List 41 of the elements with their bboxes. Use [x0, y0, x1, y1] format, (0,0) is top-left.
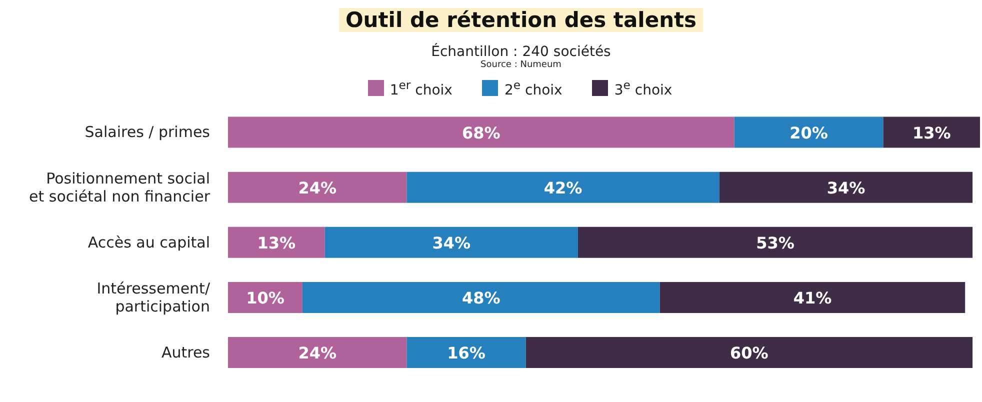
y-tick-label: Salaires / primes	[84, 123, 210, 142]
data-label: 13%	[912, 123, 951, 142]
data-label: 53%	[756, 233, 794, 252]
data-label: 16%	[447, 344, 486, 363]
bar	[228, 337, 407, 368]
source-note: Source : Numeum	[480, 60, 562, 70]
bar	[228, 172, 407, 203]
data-label: 20%	[790, 123, 828, 142]
bar	[228, 116, 734, 148]
bar	[406, 172, 720, 203]
chart-subtitle: Échantillon : 240 sociétés	[430, 44, 612, 60]
bar	[883, 116, 980, 148]
y-tick-label: Positionnement social et sociétal non financier	[29, 169, 211, 206]
data-label: 24%	[298, 178, 336, 198]
bar	[228, 282, 302, 313]
bar	[578, 226, 973, 258]
legend-label: 1$^{er}$ choix	[390, 78, 452, 99]
legend-label: 3$^{e}$ choix	[614, 78, 672, 99]
data-label: 10%	[246, 288, 284, 308]
data-label: 48%	[462, 288, 500, 308]
data-label: 41%	[793, 288, 832, 308]
data-label: 68%	[462, 123, 500, 142]
y-tick-label: Autres	[161, 343, 210, 362]
bar	[228, 226, 325, 258]
data-label: 42%	[544, 178, 582, 198]
data-label: 34%	[826, 178, 866, 198]
bar	[406, 337, 526, 368]
data-label: 60%	[730, 344, 768, 363]
data-label: 24%	[298, 344, 336, 363]
bar	[734, 116, 884, 148]
y-tick-label: Accès au capital	[88, 233, 210, 252]
data-label: 34%	[432, 233, 471, 252]
bar	[526, 337, 973, 368]
chart-title: Outil de rétention des talents	[339, 8, 703, 32]
data-label: 13%	[257, 233, 296, 252]
y-tick-label: Intéressement/ participation	[96, 279, 211, 316]
bar	[719, 172, 973, 203]
bar	[302, 282, 660, 313]
bar	[324, 226, 578, 258]
legend-label: 2$^{e}$ choix	[504, 78, 562, 99]
bar	[660, 282, 966, 313]
